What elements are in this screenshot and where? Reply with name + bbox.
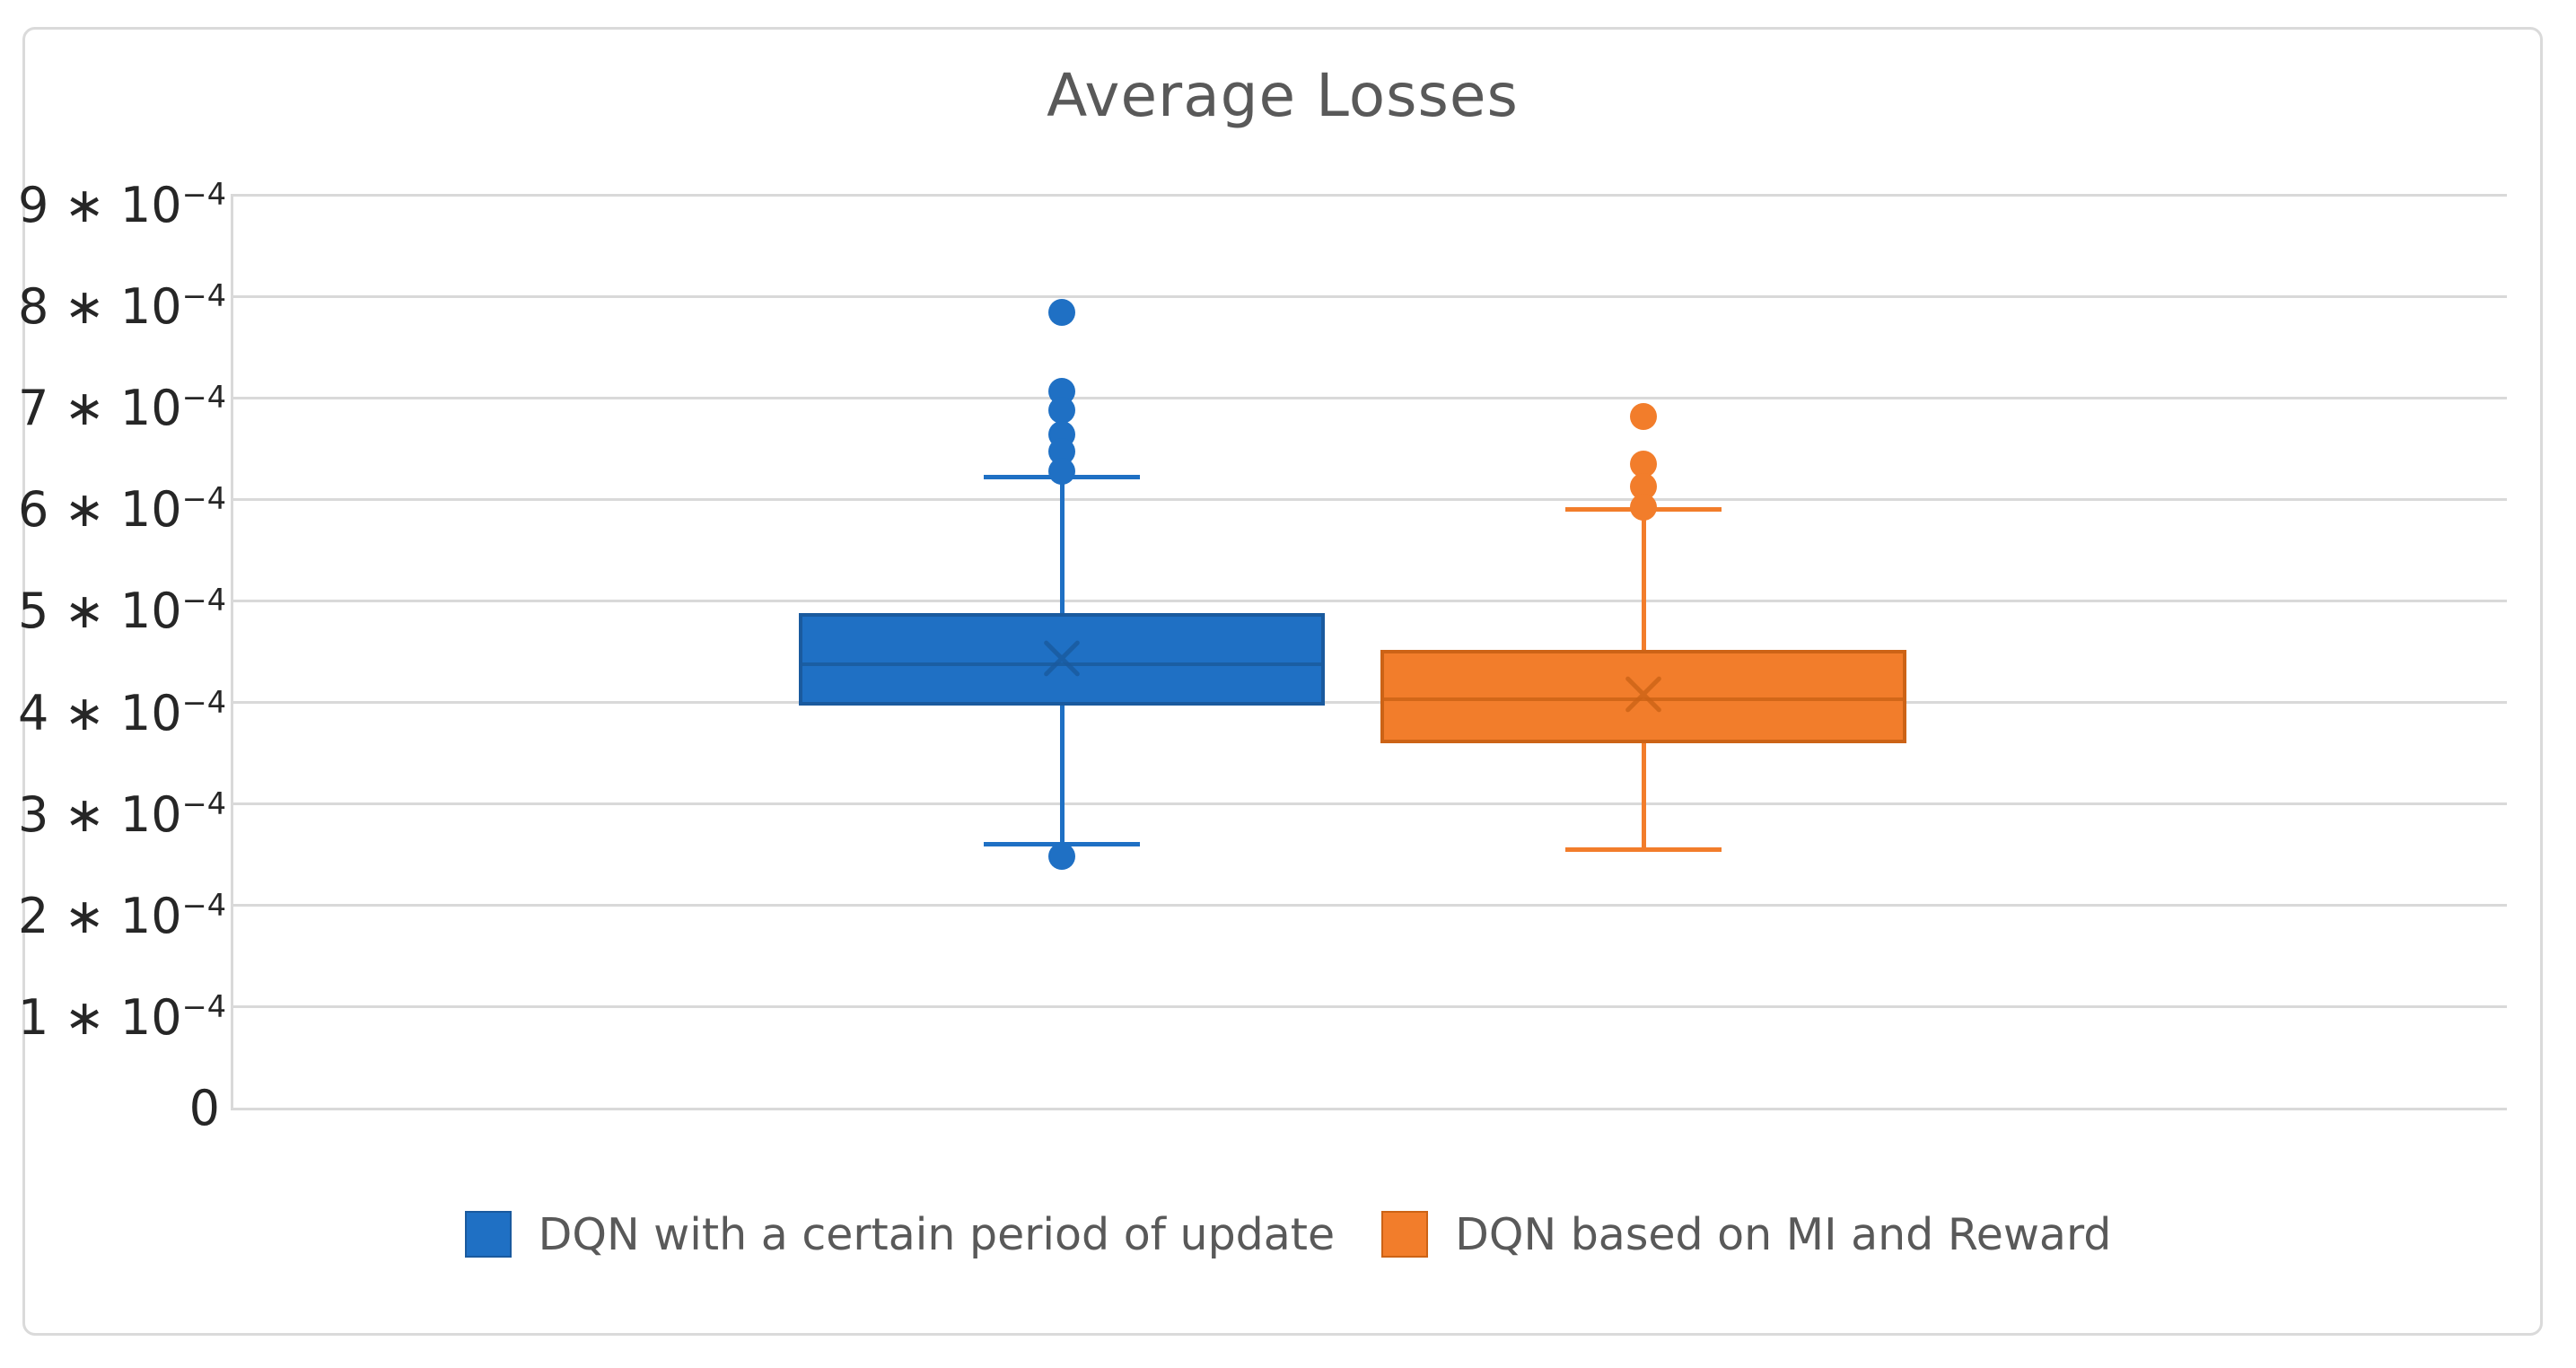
- gridline: [231, 904, 2507, 908]
- legend: DQN with a certain period of update DQN b…: [0, 1194, 2576, 1275]
- gridline: [231, 294, 2507, 298]
- y-tick-label: 1 ∗ 10−4: [18, 988, 226, 1046]
- whisker-cap-bottom: [1565, 847, 1722, 853]
- plot-area: [231, 193, 2507, 1110]
- box: [1380, 649, 1906, 743]
- y-tick-label: 2 ∗ 10−4: [18, 887, 226, 944]
- y-tick-label: 4 ∗ 10−4: [18, 684, 226, 741]
- y-tick-label: 0: [188, 1080, 220, 1136]
- legend-swatch: [464, 1211, 512, 1258]
- outlier-point: [1048, 299, 1075, 327]
- whisker-lower: [1641, 742, 1646, 850]
- legend-label: DQN based on MI and Reward: [1455, 1208, 2112, 1260]
- gridline: [231, 599, 2507, 602]
- y-axis-line: [231, 195, 233, 1109]
- y-tick-label: 3 ∗ 10−4: [18, 785, 226, 843]
- y-tick-label: 5 ∗ 10−4: [18, 583, 226, 640]
- median-line: [802, 662, 1321, 666]
- legend-label: DQN with a certain period of update: [538, 1208, 1336, 1260]
- gridline: [231, 396, 2507, 399]
- outlier-point: [1048, 457, 1075, 485]
- gridline: [231, 802, 2507, 806]
- gridline: [231, 1005, 2507, 1009]
- legend-item: DQN with a certain period of update: [464, 1208, 1336, 1260]
- outlier-point: [1048, 843, 1075, 871]
- outlier-point: [1048, 396, 1075, 424]
- chart-title: Average Losses: [1047, 61, 1519, 130]
- outlier-point: [1630, 402, 1657, 430]
- whisker-upper: [1059, 477, 1065, 613]
- legend-swatch: [1381, 1211, 1429, 1258]
- gridline: [231, 1107, 2507, 1110]
- y-tick-label: 8 ∗ 10−4: [18, 278, 226, 336]
- box: [799, 613, 1325, 706]
- whisker-upper: [1641, 509, 1646, 650]
- legend-item: DQN based on MI and Reward: [1381, 1209, 2111, 1260]
- y-tick-label: 9 ∗ 10−4: [18, 177, 226, 233]
- median-line: [1384, 697, 1903, 702]
- gridline: [231, 497, 2507, 501]
- gridline: [231, 701, 2507, 705]
- gridline: [231, 193, 2507, 197]
- whisker-lower: [1059, 705, 1065, 845]
- y-tick-label: 6 ∗ 10−4: [18, 481, 226, 539]
- y-tick-label: 7 ∗ 10−4: [18, 380, 226, 437]
- outlier-point: [1630, 494, 1657, 522]
